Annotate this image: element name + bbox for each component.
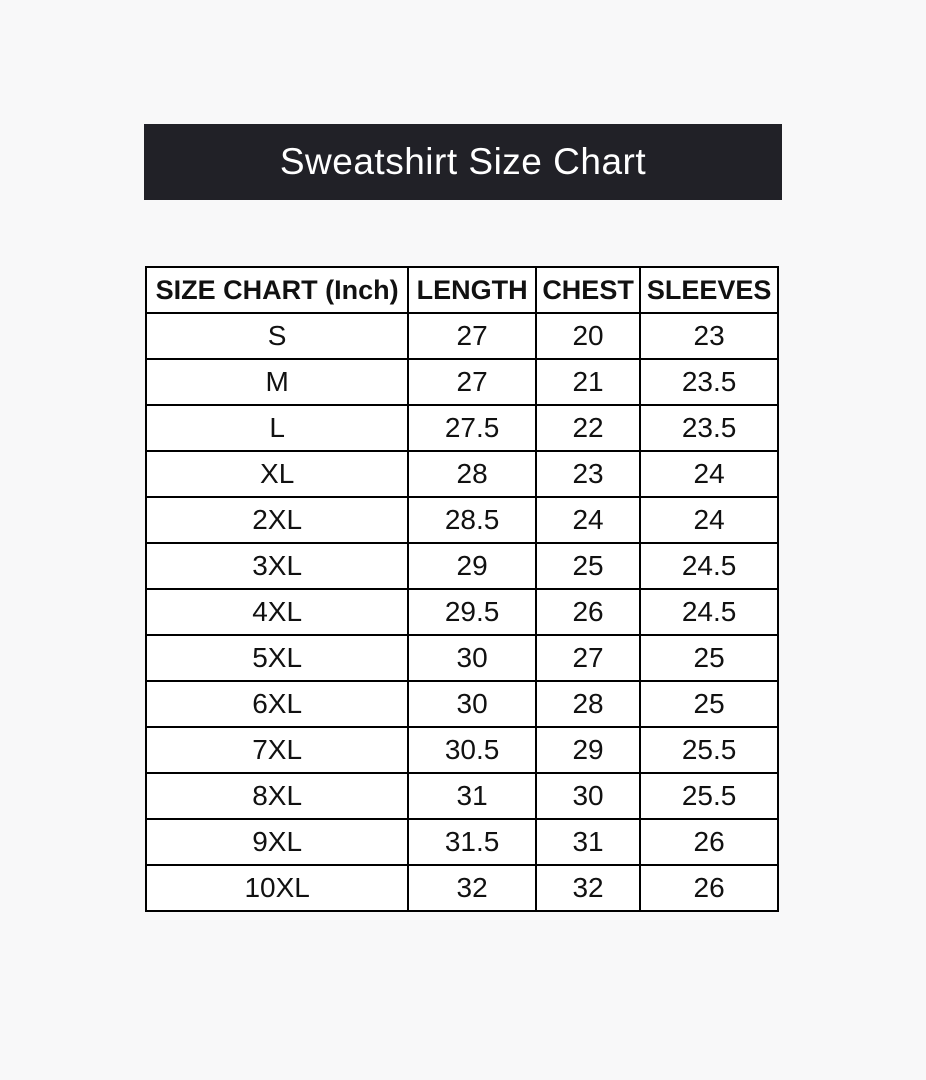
header-row: SIZE CHART (Inch) LENGTH CHEST SLEEVES [144,266,779,314]
size-cell: 5XL [144,634,410,682]
table-row: M 27 21 23.5 [144,358,779,406]
measurement-cell: 29 [534,726,642,774]
column-header: SLEEVES [639,266,779,314]
measurement-cell: 24 [639,450,779,498]
measurement-cell: 24.5 [639,542,779,590]
table-row: 7XL 30.5 29 25.5 [144,726,779,774]
measurement-cell: 22 [534,404,642,452]
table-row: 8XL 31 30 25.5 [144,772,779,820]
column-header: CHEST [534,266,642,314]
measurement-cell: 25 [639,680,779,728]
measurement-cell: 31.5 [407,818,537,866]
size-chart-table: SIZE CHART (Inch) LENGTH CHEST SLEEVES S 27 2… [144,266,779,912]
measurement-cell: 23 [534,450,642,498]
measurement-cell: 24.5 [639,588,779,636]
size-cell: 6XL [144,680,410,728]
measurement-cell: 30 [407,680,537,728]
measurement-cell: 21 [534,358,642,406]
size-cell: S [144,312,410,360]
size-cell: 2XL [144,496,410,544]
measurement-cell: 23 [639,312,779,360]
measurement-cell: 32 [407,864,537,912]
size-chart-table-container: SIZE CHART (Inch) LENGTH CHEST SLEEVES S 27 2… [144,266,779,912]
measurement-cell: 31 [534,818,642,866]
measurement-cell: 27 [407,358,537,406]
measurement-cell: 30.5 [407,726,537,774]
measurement-cell: 26 [534,588,642,636]
measurement-cell: 25.5 [639,772,779,820]
size-cell: M [144,358,410,406]
table-row: L 27.5 22 23.5 [144,404,779,452]
measurement-cell: 24 [534,496,642,544]
measurement-cell: 29.5 [407,588,537,636]
table-row: 5XL 30 27 25 [144,634,779,682]
measurement-cell: 32 [534,864,642,912]
measurement-cell: 23.5 [639,358,779,406]
table-row: 10XL 32 32 26 [144,864,779,912]
table-row: 9XL 31.5 31 26 [144,818,779,866]
size-cell: 10XL [144,864,410,912]
table-row: 6XL 30 28 25 [144,680,779,728]
size-cell: 4XL [144,588,410,636]
size-cell: 9XL [144,818,410,866]
measurement-cell: 28.5 [407,496,537,544]
table-row: 4XL 29.5 26 24.5 [144,588,779,636]
table-row: XL 28 23 24 [144,450,779,498]
measurement-cell: 26 [639,818,779,866]
measurement-cell: 29 [407,542,537,590]
measurement-cell: 28 [407,450,537,498]
table-body: S 27 20 23 M 27 21 23.5 L 27.5 22 23.5 XL 28 23 24 2XL 28… [144,312,779,912]
measurement-cell: 27.5 [407,404,537,452]
table-row: 3XL 29 25 24.5 [144,542,779,590]
measurement-cell: 27 [407,312,537,360]
size-cell: L [144,404,410,452]
measurement-cell: 25 [534,542,642,590]
measurement-cell: 23.5 [639,404,779,452]
page-title: Sweatshirt Size Chart [279,141,647,182]
table-row: S 27 20 23 [144,312,779,360]
measurement-cell: 31 [407,772,537,820]
size-cell: 7XL [144,726,410,774]
column-header: SIZE CHART (Inch) [144,266,410,314]
measurement-cell: 28 [534,680,642,728]
measurement-cell: 30 [407,634,537,682]
measurement-cell: 27 [534,634,642,682]
table-row: 2XL 28.5 24 24 [144,496,779,544]
size-cell: 8XL [144,772,410,820]
measurement-cell: 26 [639,864,779,912]
measurement-cell: 30 [534,772,642,820]
measurement-cell: 25 [639,634,779,682]
column-header: LENGTH [407,266,537,314]
title-banner: Sweatshirt Size Chart [144,124,782,200]
measurement-cell: 20 [534,312,642,360]
measurement-cell: 25.5 [639,726,779,774]
measurement-cell: 24 [639,496,779,544]
size-cell: 3XL [144,542,410,590]
size-cell: XL [144,450,410,498]
